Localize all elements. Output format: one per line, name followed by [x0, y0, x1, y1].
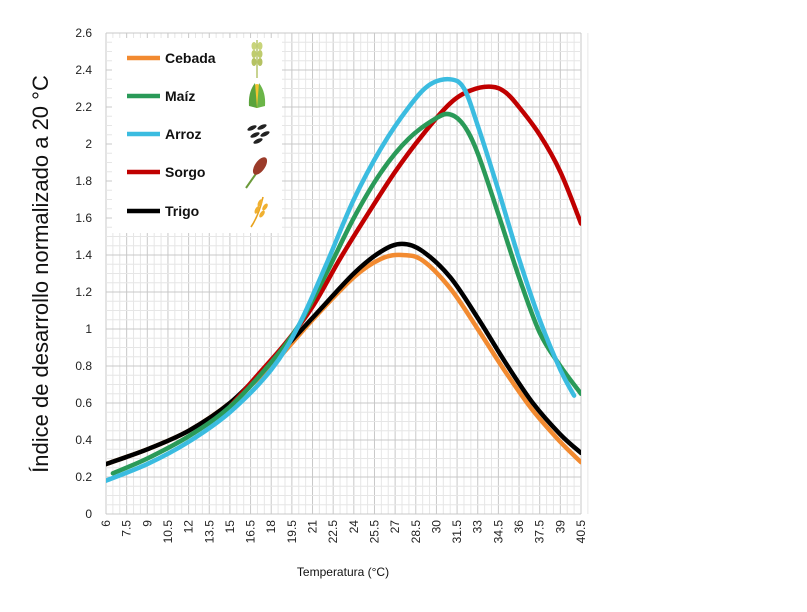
- x-axis: 6 7.5 9 10.5 12 13.5 15 16.5 18 19.5 21 22.5 24 25.5 2…: [99, 520, 588, 544]
- y-tick-label: 2.2: [75, 100, 92, 114]
- x-tick-label: 25.5: [367, 520, 381, 544]
- corn-icon: [248, 83, 266, 108]
- legend-label: Cebada: [165, 50, 216, 66]
- x-tick-label: 22.5: [326, 520, 340, 544]
- x-tick-label: 6: [99, 520, 113, 527]
- y-tick-label: 1.8: [75, 174, 92, 188]
- x-tick-label: 10.5: [161, 520, 175, 544]
- legend-label: Maíz: [165, 88, 195, 104]
- sorghum-icon: [245, 157, 268, 189]
- rice-icon: [247, 124, 270, 144]
- x-tick-label: 30: [429, 520, 443, 534]
- legend-label: Sorgo: [165, 164, 205, 180]
- y-axis-label: Índice de desarrollo normalizado a 20 °C: [28, 75, 53, 473]
- x-tick-label: 9: [140, 520, 154, 527]
- x-axis-label: Temperatura (°C): [297, 565, 389, 579]
- y-tick-label: 0.4: [75, 433, 92, 447]
- y-axis: 0 0.2 0.4 0.6 0.8 1 1.2 1.4 1.6 1.8 2 2.2 2.4 2.6: [75, 26, 92, 521]
- barley-icon: [251, 40, 263, 78]
- x-tick-label: 33: [471, 520, 485, 534]
- x-tick-label: 18: [264, 520, 278, 534]
- wheat-icon: [250, 196, 268, 228]
- x-tick-label: 27: [388, 520, 402, 534]
- x-tick-label: 19.5: [285, 520, 299, 544]
- series-line-maíz: [110, 111, 581, 476]
- x-tick-label: 28.5: [409, 520, 423, 544]
- y-tick-label: 1.6: [75, 211, 92, 225]
- y-tick-label: 2.6: [75, 26, 92, 40]
- x-tick-label: 39: [553, 520, 567, 534]
- x-tick-label: 24: [347, 520, 361, 534]
- x-tick-label: 36: [512, 520, 526, 534]
- series-line-trigo: [106, 241, 581, 467]
- y-tick-label: 0.8: [75, 359, 92, 373]
- x-tick-label: 21: [306, 520, 320, 534]
- x-tick-label: 37.5: [533, 520, 547, 544]
- y-tick-label: 1: [85, 322, 92, 336]
- y-tick-label: 0: [85, 507, 92, 521]
- x-tick-label: 15: [223, 520, 237, 534]
- x-tick-label: 13.5: [202, 520, 216, 544]
- y-tick-label: 0.2: [75, 470, 92, 484]
- x-tick-label: 31.5: [450, 520, 464, 544]
- y-tick-label: 1.4: [75, 248, 92, 262]
- x-tick-label: 34.5: [491, 520, 505, 544]
- y-tick-label: 2.4: [75, 63, 92, 77]
- x-tick-label: 16.5: [244, 520, 258, 544]
- legend-label: Trigo: [165, 203, 199, 219]
- y-tick-label: 1.2: [75, 285, 92, 299]
- series-line-arroz: [106, 76, 577, 483]
- x-tick-label: 12: [182, 520, 196, 534]
- x-tick-label: 40.5: [574, 520, 588, 544]
- y-tick-label: 0.6: [75, 396, 92, 410]
- legend-label: Arroz: [165, 126, 202, 142]
- series-lines: [106, 76, 581, 483]
- x-tick-label: 7.5: [120, 520, 134, 537]
- y-tick-label: 2: [85, 137, 92, 151]
